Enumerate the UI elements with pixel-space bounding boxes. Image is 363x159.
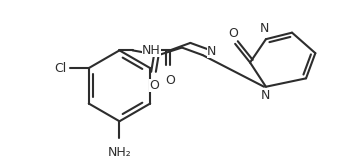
Text: O: O [228,27,238,40]
Text: O: O [165,74,175,87]
Text: N: N [261,89,270,102]
Text: N: N [259,22,269,35]
Text: NH₂: NH₂ [107,145,131,159]
Text: O: O [149,79,159,92]
Text: N: N [207,45,216,58]
Text: Cl: Cl [54,62,66,75]
Text: NH: NH [142,44,160,57]
